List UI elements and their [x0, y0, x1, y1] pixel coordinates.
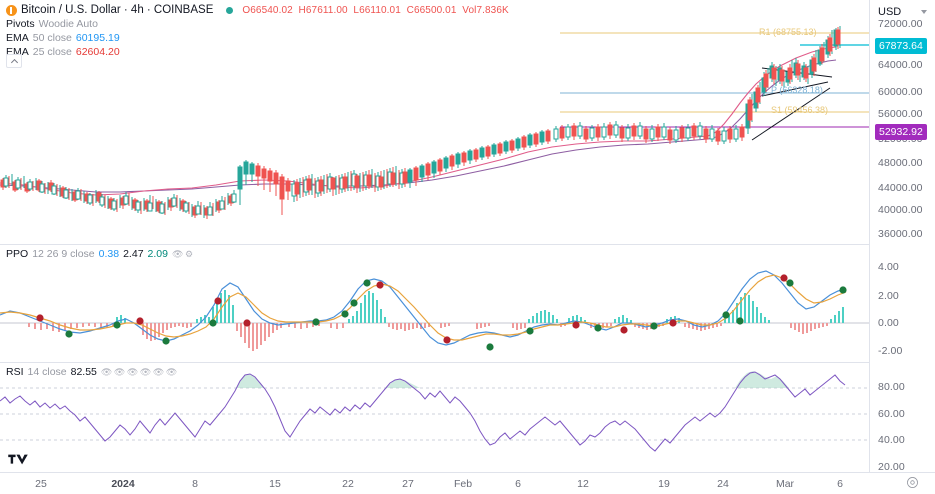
time-label-12: 12: [577, 478, 589, 490]
rsi-chart-svg: [0, 371, 869, 452]
time-label-mar: Mar: [775, 478, 795, 490]
price-pane[interactable]: R1 (68755.13) P (66328.18) S1 (59456.38): [0, 0, 869, 243]
currency-label: USD: [878, 5, 902, 18]
time-label-feb: Feb: [453, 478, 473, 490]
ppo-histogram: [28, 290, 844, 351]
time-label-25: 25: [35, 478, 47, 490]
ppo-chart-svg: [0, 270, 869, 351]
chart-settings-gear-icon[interactable]: [906, 476, 919, 489]
collapse-legend-button[interactable]: [6, 54, 22, 68]
price-tick-44000: 44000.00: [878, 182, 923, 194]
ppo-tick-2: 2.00: [878, 290, 899, 302]
pivot-price-badge: 52932.92: [875, 124, 927, 140]
price-tick-56000: 56000.00: [878, 108, 923, 120]
time-label-24: 24: [717, 478, 729, 490]
price-tick-72000: 72000.00: [878, 18, 923, 30]
time-label-6a: 6: [515, 478, 521, 490]
ppo-signal-line: [0, 274, 847, 341]
ppo-tick-0: 0.00: [878, 317, 899, 329]
ppo-signal-markers: [36, 274, 847, 351]
price-tick-40000: 40000.00: [878, 204, 923, 216]
price-chart-svg: [0, 26, 869, 219]
time-label-22: 22: [342, 478, 354, 490]
currency-selector[interactable]: USD: [874, 3, 931, 20]
rsi-tick-40: 40.00: [878, 434, 905, 446]
ppo-tick-minus2: -2.00: [878, 345, 903, 357]
time-label-6b: 6: [837, 478, 843, 490]
price-scale-column[interactable]: 72000.00 68000.00 64000.00 60000.00 5600…: [869, 0, 935, 473]
trendline-lower-flag: [761, 81, 829, 97]
rsi-tick-80: 80.00: [878, 381, 905, 393]
chevron-up-icon: [10, 58, 18, 66]
last-price-badge: 67873.64: [875, 38, 927, 54]
time-label-27: 27: [402, 478, 414, 490]
ppo-pane[interactable]: [0, 244, 869, 361]
rsi-pane[interactable]: [0, 362, 869, 472]
ppo-line: [0, 270, 847, 346]
tradingview-logo: [8, 454, 28, 465]
time-label-8: 8: [192, 478, 198, 490]
ppo-tick-4: 4.00: [878, 261, 899, 273]
price-tick-48000: 48000.00: [878, 157, 923, 169]
ema50-line: [0, 59, 837, 193]
rsi-tick-20: 20.00: [878, 461, 905, 473]
time-label-15: 15: [269, 478, 281, 490]
rsi-line: [0, 371, 846, 452]
rsi-overbought-fill-3: [735, 371, 789, 388]
price-tick-64000: 64000.00: [878, 59, 923, 71]
chevron-down-icon: [921, 9, 927, 14]
time-label-2024: 2024: [111, 478, 135, 490]
candlestick-series: [0, 26, 841, 219]
rsi-tick-60: 60.00: [878, 408, 905, 420]
trendline-support: [751, 87, 831, 141]
price-tick-60000: 60000.00: [878, 86, 923, 98]
time-label-19: 19: [658, 478, 670, 490]
time-scale[interactable]: 25 2024 8 15 22 27 Feb 6 12 19 24 Mar 6: [0, 472, 935, 494]
price-tick-36000: 36000.00: [878, 228, 923, 240]
